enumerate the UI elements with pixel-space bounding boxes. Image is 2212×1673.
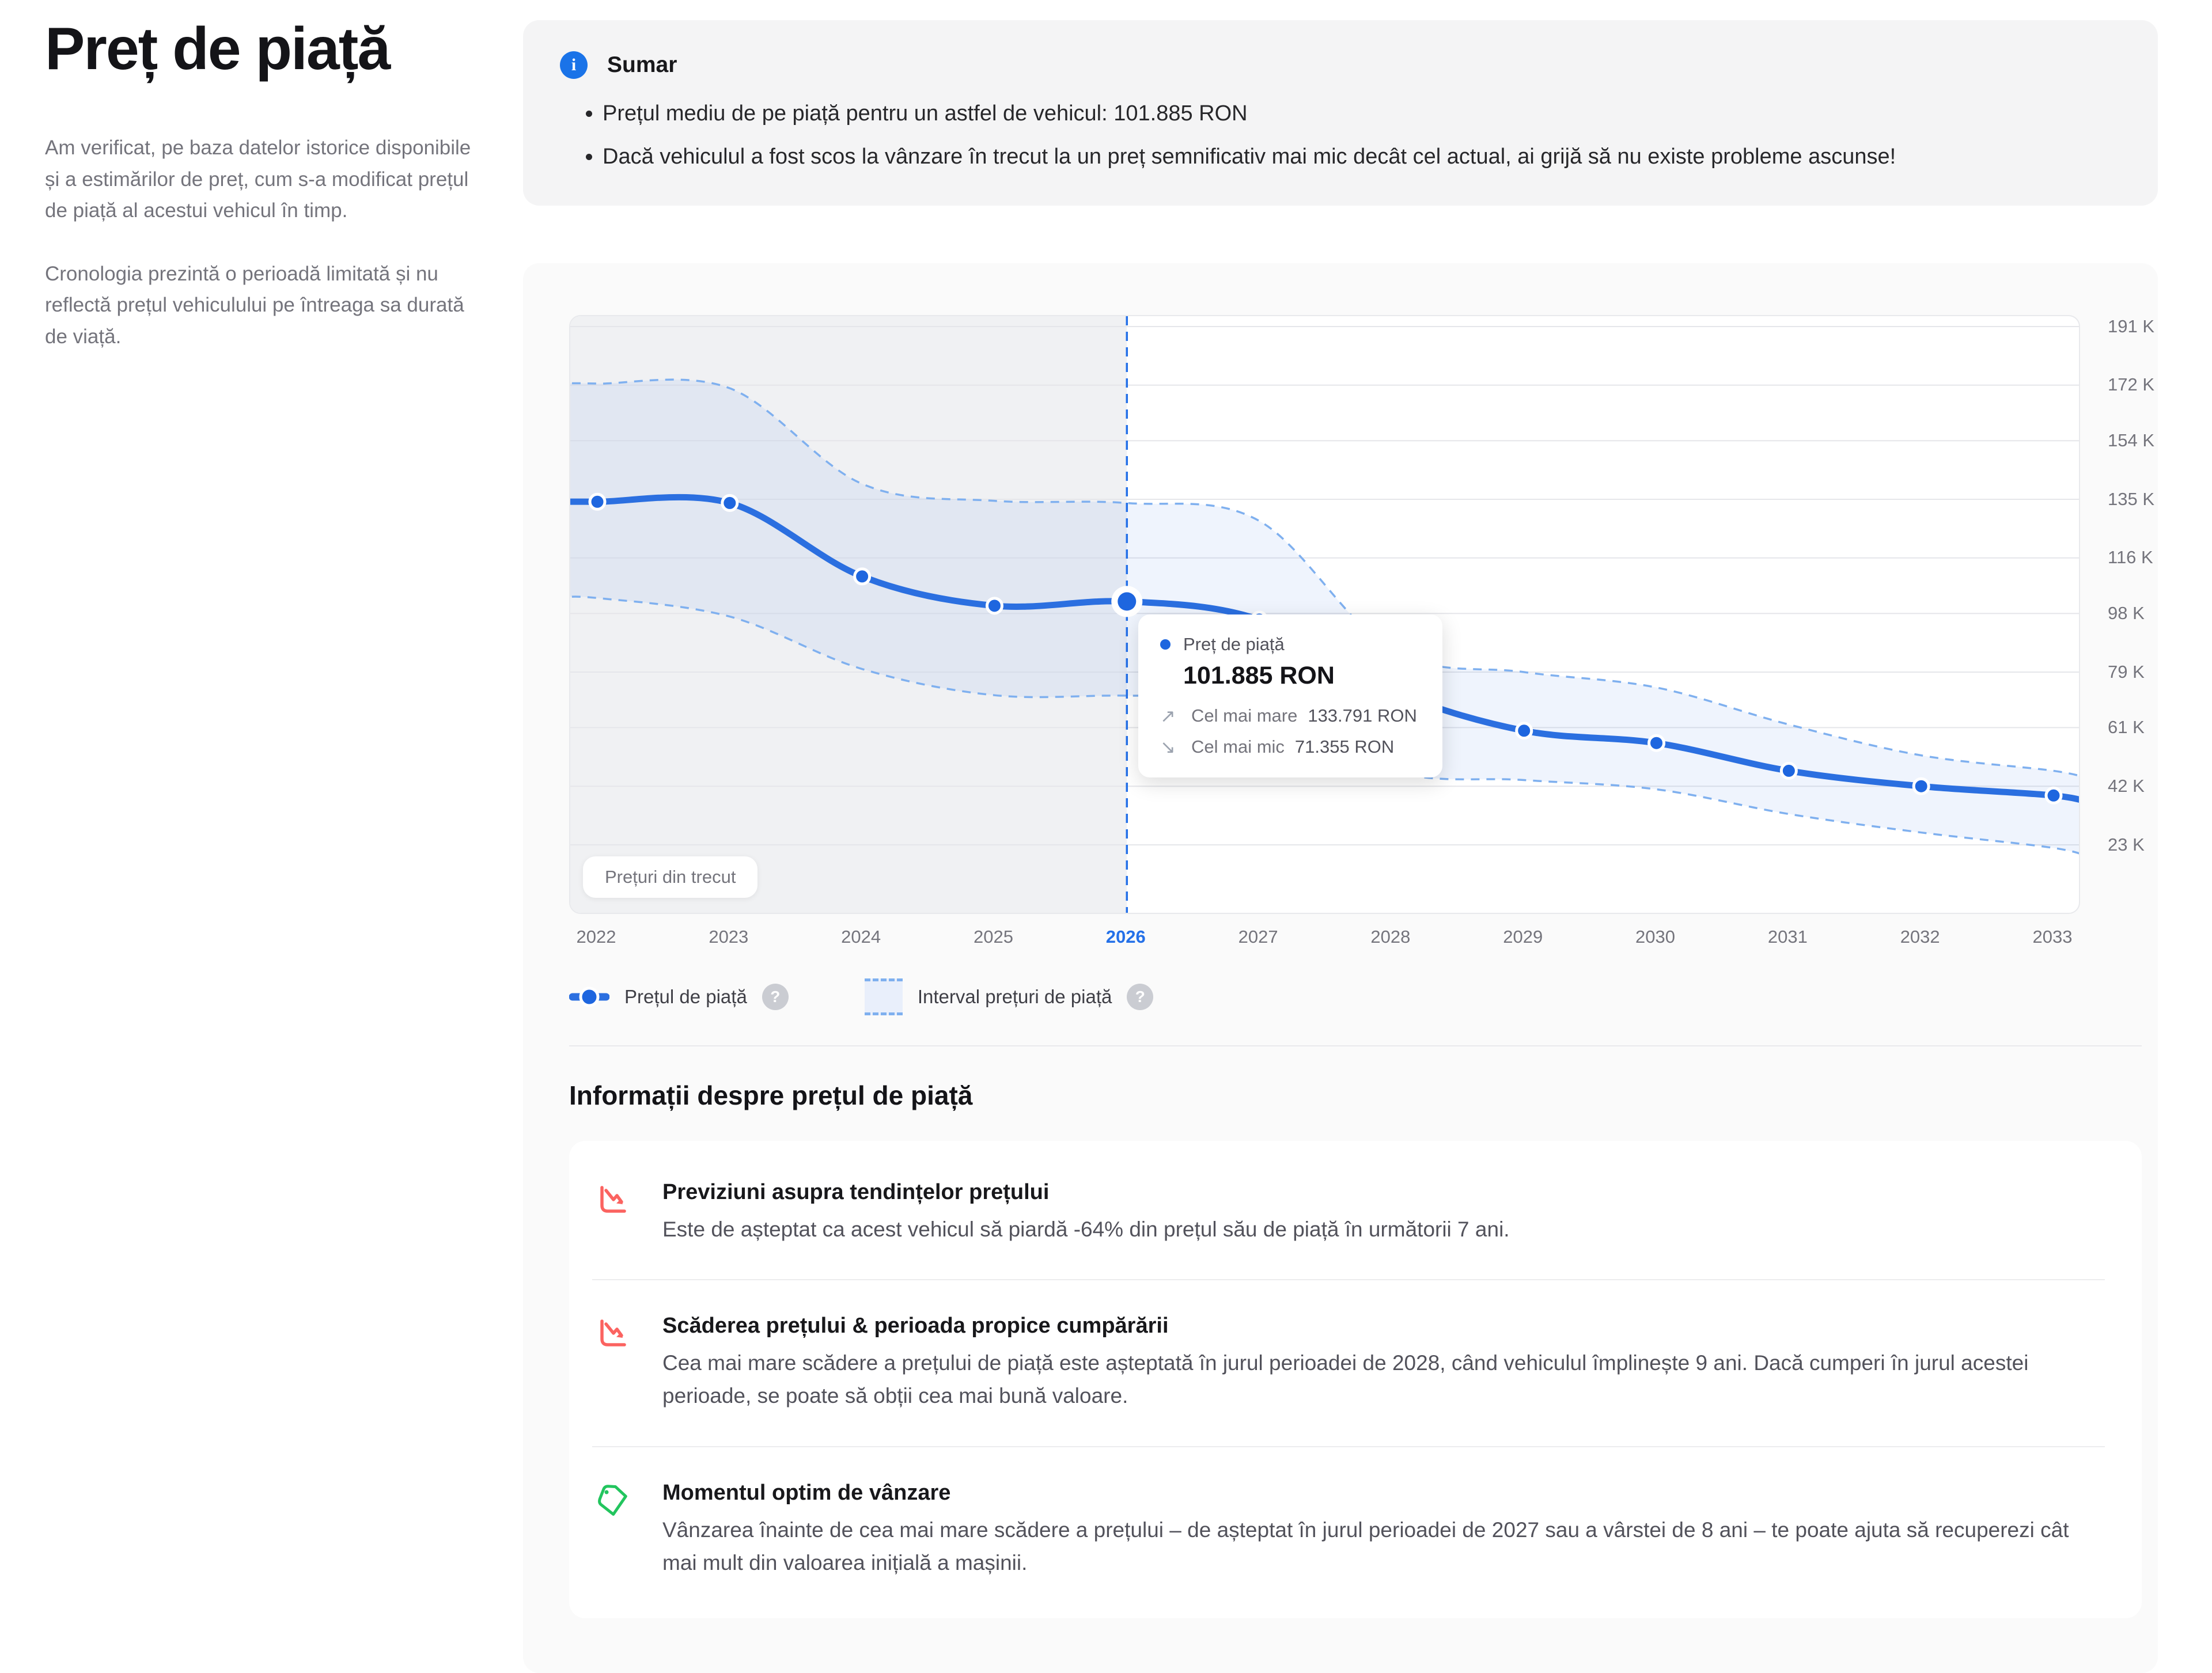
x-axis-tick: 2031: [1767, 926, 1808, 947]
y-axis-tick: 116 K: [2108, 547, 2153, 568]
info-card: Previziuni asupra tendințelor prețului E…: [569, 1140, 2142, 1619]
y-axis-tick: 42 K: [2108, 775, 2145, 796]
summary-bullet-list: Prețul mediu de pe piață pentru un astfe…: [560, 96, 2121, 174]
tooltip-min-label: Cel mai mic: [1191, 736, 1285, 757]
price-tooltip: Preț de piață 101.885 RON ↗ Cel mai mare…: [1138, 614, 1442, 777]
y-axis-tick: 23 K: [2108, 834, 2145, 855]
market-price-section: Prețuri din trecut Preț de piață 101.885…: [523, 263, 2158, 1673]
tooltip-min-value: 71.355 RON: [1294, 736, 1395, 757]
tooltip-max-value: 133.791 RON: [1308, 705, 1417, 726]
info-row-title: Scăderea prețului & perioada propice cum…: [662, 1313, 1169, 1338]
chart-legend: Prețul de piață ? Interval prețuri de pi…: [569, 978, 2142, 1015]
x-axis-tick: 2029: [1503, 926, 1543, 947]
info-row-title: Momentul optim de vânzare: [662, 1480, 951, 1505]
price-chart-plot[interactable]: Prețuri din trecut Preț de piață 101.885…: [569, 314, 2080, 914]
y-axis-tick: 79 K: [2108, 661, 2145, 682]
summary-bullet: Dacă vehiculul a fost scos la vânzare în…: [603, 139, 2121, 174]
trend-down-icon: [600, 1319, 626, 1346]
chart-area: Prețuri din trecut Preț de piață 101.885…: [569, 314, 2154, 914]
trend-down-icon: [600, 1185, 626, 1213]
x-axis-labels: 2022 2023 2024 2025 2026 2027 2028 2029 2030 2031…: [569, 927, 2080, 961]
summary-bullet: Prețul mediu de pe piață pentru un astfe…: [603, 96, 2121, 131]
x-axis-tick: 2030: [1635, 926, 1676, 947]
x-axis-tick[interactable]: 2026: [1105, 926, 1146, 947]
dashed-range-icon: [864, 978, 903, 1015]
info-row-title: Previziuni asupra tendințelor prețului: [662, 1179, 1050, 1204]
tooltip-series-dot-icon: [1160, 639, 1171, 650]
y-axis-tick: 154 K: [2108, 430, 2155, 450]
sidebar-paragraph-1: Am verificat, pe baza datelor istorice d…: [45, 136, 471, 222]
x-axis-tick: 2027: [1238, 926, 1278, 947]
x-axis-tick: 2028: [1370, 926, 1411, 947]
info-row-body: Cea mai mare scădere a prețului de piață…: [662, 1350, 2029, 1408]
past-prices-chip: Prețuri din trecut: [583, 856, 758, 898]
legend-item-market-price: Prețul de piață ?: [569, 983, 789, 1010]
row-divider: [592, 1279, 2105, 1280]
info-row-price-drop: Scăderea prețului & perioada propice cum…: [569, 1280, 2142, 1446]
arrow-down-right-icon: ↘: [1160, 736, 1176, 757]
sidebar-paragraph-2: Cronologia prezintă o perioadă limitată …: [45, 263, 464, 348]
summary-title: Sumar: [607, 52, 677, 77]
y-axis-tick: 191 K: [2108, 316, 2155, 336]
legend-label: Prețul de piață: [624, 985, 747, 1007]
x-axis-tick: 2024: [841, 926, 881, 947]
arrow-up-right-icon: ↗: [1160, 705, 1176, 726]
info-row-body: Este de așteptat ca acest vehicul să pia…: [662, 1217, 1510, 1241]
y-axis-tick: 61 K: [2108, 717, 2145, 738]
x-axis-tick: 2022: [576, 926, 616, 947]
info-icon: i: [560, 51, 588, 79]
summary-box: i Sumar Prețul mediu de pe piață pentru …: [523, 20, 2158, 206]
x-axis-tick: 2033: [2032, 926, 2073, 947]
help-icon[interactable]: ?: [1127, 983, 1154, 1010]
sidebar: Preț de piață Am verificat, pe baza date…: [45, 16, 474, 385]
y-axis-tick: 172 K: [2108, 374, 2155, 395]
tooltip-max-label: Cel mai mare: [1191, 705, 1298, 726]
row-divider: [592, 1446, 2105, 1447]
x-axis-tick: 2023: [709, 926, 749, 947]
legend-label: Interval prețuri de piață: [917, 985, 1112, 1007]
tooltip-title: Preț de piață: [1183, 633, 1285, 654]
y-axis-tick: 135 K: [2108, 488, 2155, 509]
help-icon[interactable]: ?: [762, 983, 789, 1010]
x-axis-tick: 2032: [1900, 926, 1940, 947]
x-axis-tick: 2025: [973, 926, 1013, 947]
y-axis-tick: 98 K: [2108, 602, 2145, 623]
page-title: Preț de piață: [45, 16, 391, 82]
line-with-dot-icon: [569, 987, 609, 1007]
tag-icon: [598, 1484, 627, 1516]
info-row-best-selling-time: Momentul optim de vânzare Vânzarea înain…: [569, 1447, 2142, 1613]
section-divider: [569, 1045, 2142, 1046]
info-row-body: Vânzarea înainte de cea mai mare scădere…: [662, 1518, 2069, 1575]
legend-item-price-range: Interval prețuri de piață ?: [864, 978, 1154, 1015]
info-row-trend-forecast: Previziuni asupra tendințelor prețului E…: [569, 1147, 2142, 1279]
main-content: i Sumar Prețul mediu de pe piață pentru …: [523, 20, 2158, 1673]
info-section-heading: Informații despre prețul de piață: [569, 1080, 973, 1110]
tooltip-value: 101.885 RON: [1183, 661, 1335, 689]
